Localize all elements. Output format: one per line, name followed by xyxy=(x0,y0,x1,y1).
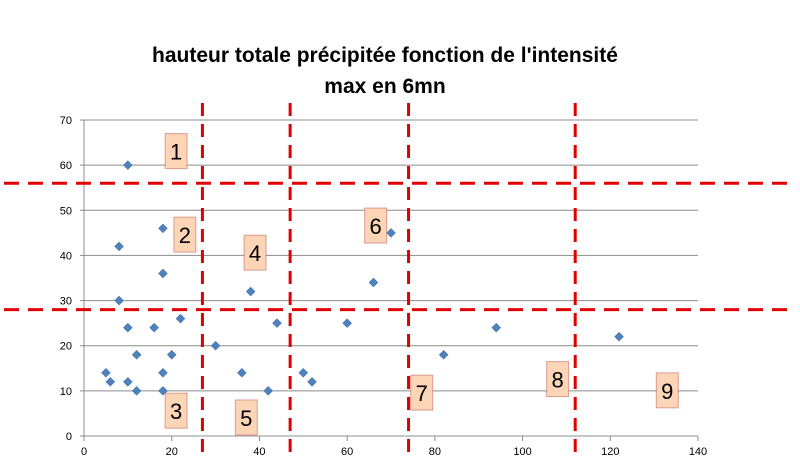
zone-label-1: 1 xyxy=(164,133,188,170)
x-tick-label: 60 xyxy=(341,446,353,458)
x-tick-label: 100 xyxy=(513,446,531,458)
data-point xyxy=(131,349,142,360)
zone-box-bg xyxy=(546,361,570,398)
x-tick-label: 120 xyxy=(601,446,619,458)
zone-number: 5 xyxy=(240,406,252,431)
zone-number: 8 xyxy=(552,368,564,393)
zone-box-bg xyxy=(234,399,258,436)
x-tick-label: 140 xyxy=(689,446,707,458)
data-point xyxy=(158,223,168,234)
zone-number: 9 xyxy=(661,379,673,404)
data-point xyxy=(491,322,502,333)
data-point xyxy=(368,277,379,288)
zone-box-bg xyxy=(364,207,388,244)
data-point xyxy=(101,367,111,378)
data-point xyxy=(105,376,116,387)
zone-box-bg xyxy=(655,372,679,409)
chart-title-line-1: hauteur totale précipitée fonction de l'… xyxy=(152,44,618,67)
data-point xyxy=(175,313,186,324)
zone-number: 6 xyxy=(370,214,382,239)
zone-label-4: 4 xyxy=(243,234,267,271)
chart-title: hauteur totale précipitée fonction de l'… xyxy=(152,44,618,98)
zone-number: 7 xyxy=(416,381,428,406)
x-tick-label: 20 xyxy=(166,446,178,458)
chart-title-line-2: max en 6mn xyxy=(324,75,445,98)
zone-box-bg xyxy=(410,374,434,411)
data-point xyxy=(123,376,133,387)
y-tick-label: 70 xyxy=(60,115,72,127)
data-point xyxy=(237,367,247,378)
zone-label-2: 2 xyxy=(173,216,197,253)
zone-label-9: 9 xyxy=(655,372,679,409)
data-point xyxy=(263,386,274,396)
data-point xyxy=(614,331,624,342)
y-tick-label: 50 xyxy=(60,205,72,217)
zone-box-bg xyxy=(164,133,188,170)
data-point xyxy=(438,349,449,360)
data-point xyxy=(166,349,177,360)
data-point xyxy=(272,318,282,328)
data-point xyxy=(298,367,309,378)
data-point xyxy=(131,386,142,396)
x-axis-ticks: 0 20 40 60 80 100 120 140 xyxy=(81,436,707,458)
y-tick-label: 10 xyxy=(60,386,72,398)
zone-number: 2 xyxy=(179,223,191,248)
y-tick-label: 30 xyxy=(60,296,72,308)
zone-label-7: 7 xyxy=(410,374,434,411)
x-tick-label: 0 xyxy=(81,446,87,458)
zone-label-5: 5 xyxy=(234,399,258,436)
zone-box-bg xyxy=(164,392,188,429)
data-point xyxy=(123,160,133,170)
data-point xyxy=(149,322,160,333)
x-tick-label: 80 xyxy=(429,446,441,458)
data-point xyxy=(342,318,352,328)
y-axis-ticks: 0 10 20 30 40 50 60 70 xyxy=(60,115,84,443)
x-tick-label: 40 xyxy=(253,446,265,458)
y-tick-label: 40 xyxy=(60,250,72,262)
zone-number: 4 xyxy=(249,241,261,266)
zone-number: 3 xyxy=(170,399,182,424)
data-point xyxy=(386,228,396,238)
data-point xyxy=(123,322,133,333)
data-point xyxy=(210,340,221,351)
data-point xyxy=(158,367,168,378)
y-tick-label: 60 xyxy=(60,160,72,172)
y-tick-label: 20 xyxy=(60,341,72,353)
data-point xyxy=(245,286,256,297)
zone-dividers xyxy=(4,103,796,460)
data-point xyxy=(114,241,124,252)
zone-box-bg xyxy=(243,234,267,271)
axes xyxy=(83,120,698,437)
zone-label-8: 8 xyxy=(546,361,570,398)
zone-number: 1 xyxy=(170,140,182,165)
data-point xyxy=(114,295,124,306)
zone-labels: 1 2 3 4 5 6 7 8 9 xyxy=(164,133,679,436)
data-point xyxy=(307,376,317,387)
y-tick-label: 0 xyxy=(66,431,72,443)
zone-label-3: 3 xyxy=(164,392,188,429)
zone-label-6: 6 xyxy=(364,207,388,244)
data-points xyxy=(101,160,624,396)
zone-box-bg xyxy=(173,216,197,253)
data-point xyxy=(158,268,168,279)
